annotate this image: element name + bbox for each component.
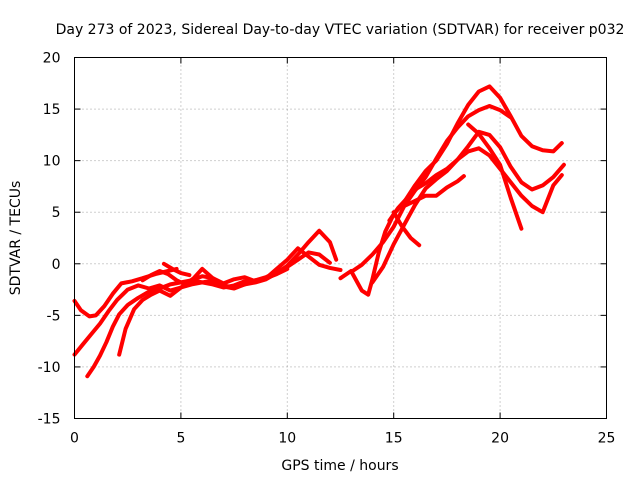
y-tick-label: 10: [43, 154, 61, 170]
x-tick-label: 25: [598, 431, 616, 447]
x-tick-label: 10: [278, 431, 296, 447]
y-tick-label: -15: [38, 412, 61, 428]
x-axis-label: GPS time / hours: [281, 458, 398, 474]
series-track-11: [402, 174, 466, 208]
data-series: [72, 84, 566, 379]
y-axis-label: SDTVAR / TECUs: [8, 181, 24, 296]
x-tick-label: 5: [176, 431, 185, 447]
chart-title: Day 273 of 2023, Sidereal Day-to-day VTE…: [56, 22, 625, 38]
plot-frame: [74, 57, 607, 419]
y-tick-label: 5: [52, 205, 61, 221]
axis-ticks: 0 5 10 15 20 25 -15 -10 -5 0 5 10 15 20: [38, 51, 616, 447]
series-track-13: [466, 122, 524, 231]
series-track-12: [391, 210, 422, 248]
series-track-6: [161, 261, 192, 278]
series-track-9: [370, 129, 566, 285]
y-tick-label: -5: [47, 308, 61, 324]
series-track-10: [387, 146, 564, 223]
y-tick-label: 20: [43, 51, 61, 67]
y-tick-label: 0: [52, 257, 61, 273]
series-track-8: [349, 104, 513, 274]
x-tick-label: 0: [70, 431, 79, 447]
x-tick-label: 15: [385, 431, 403, 447]
y-tick-label: 15: [43, 102, 61, 118]
y-tick-label: -10: [38, 360, 61, 376]
x-tick-label: 20: [491, 431, 509, 447]
series-track-5: [140, 246, 343, 287]
